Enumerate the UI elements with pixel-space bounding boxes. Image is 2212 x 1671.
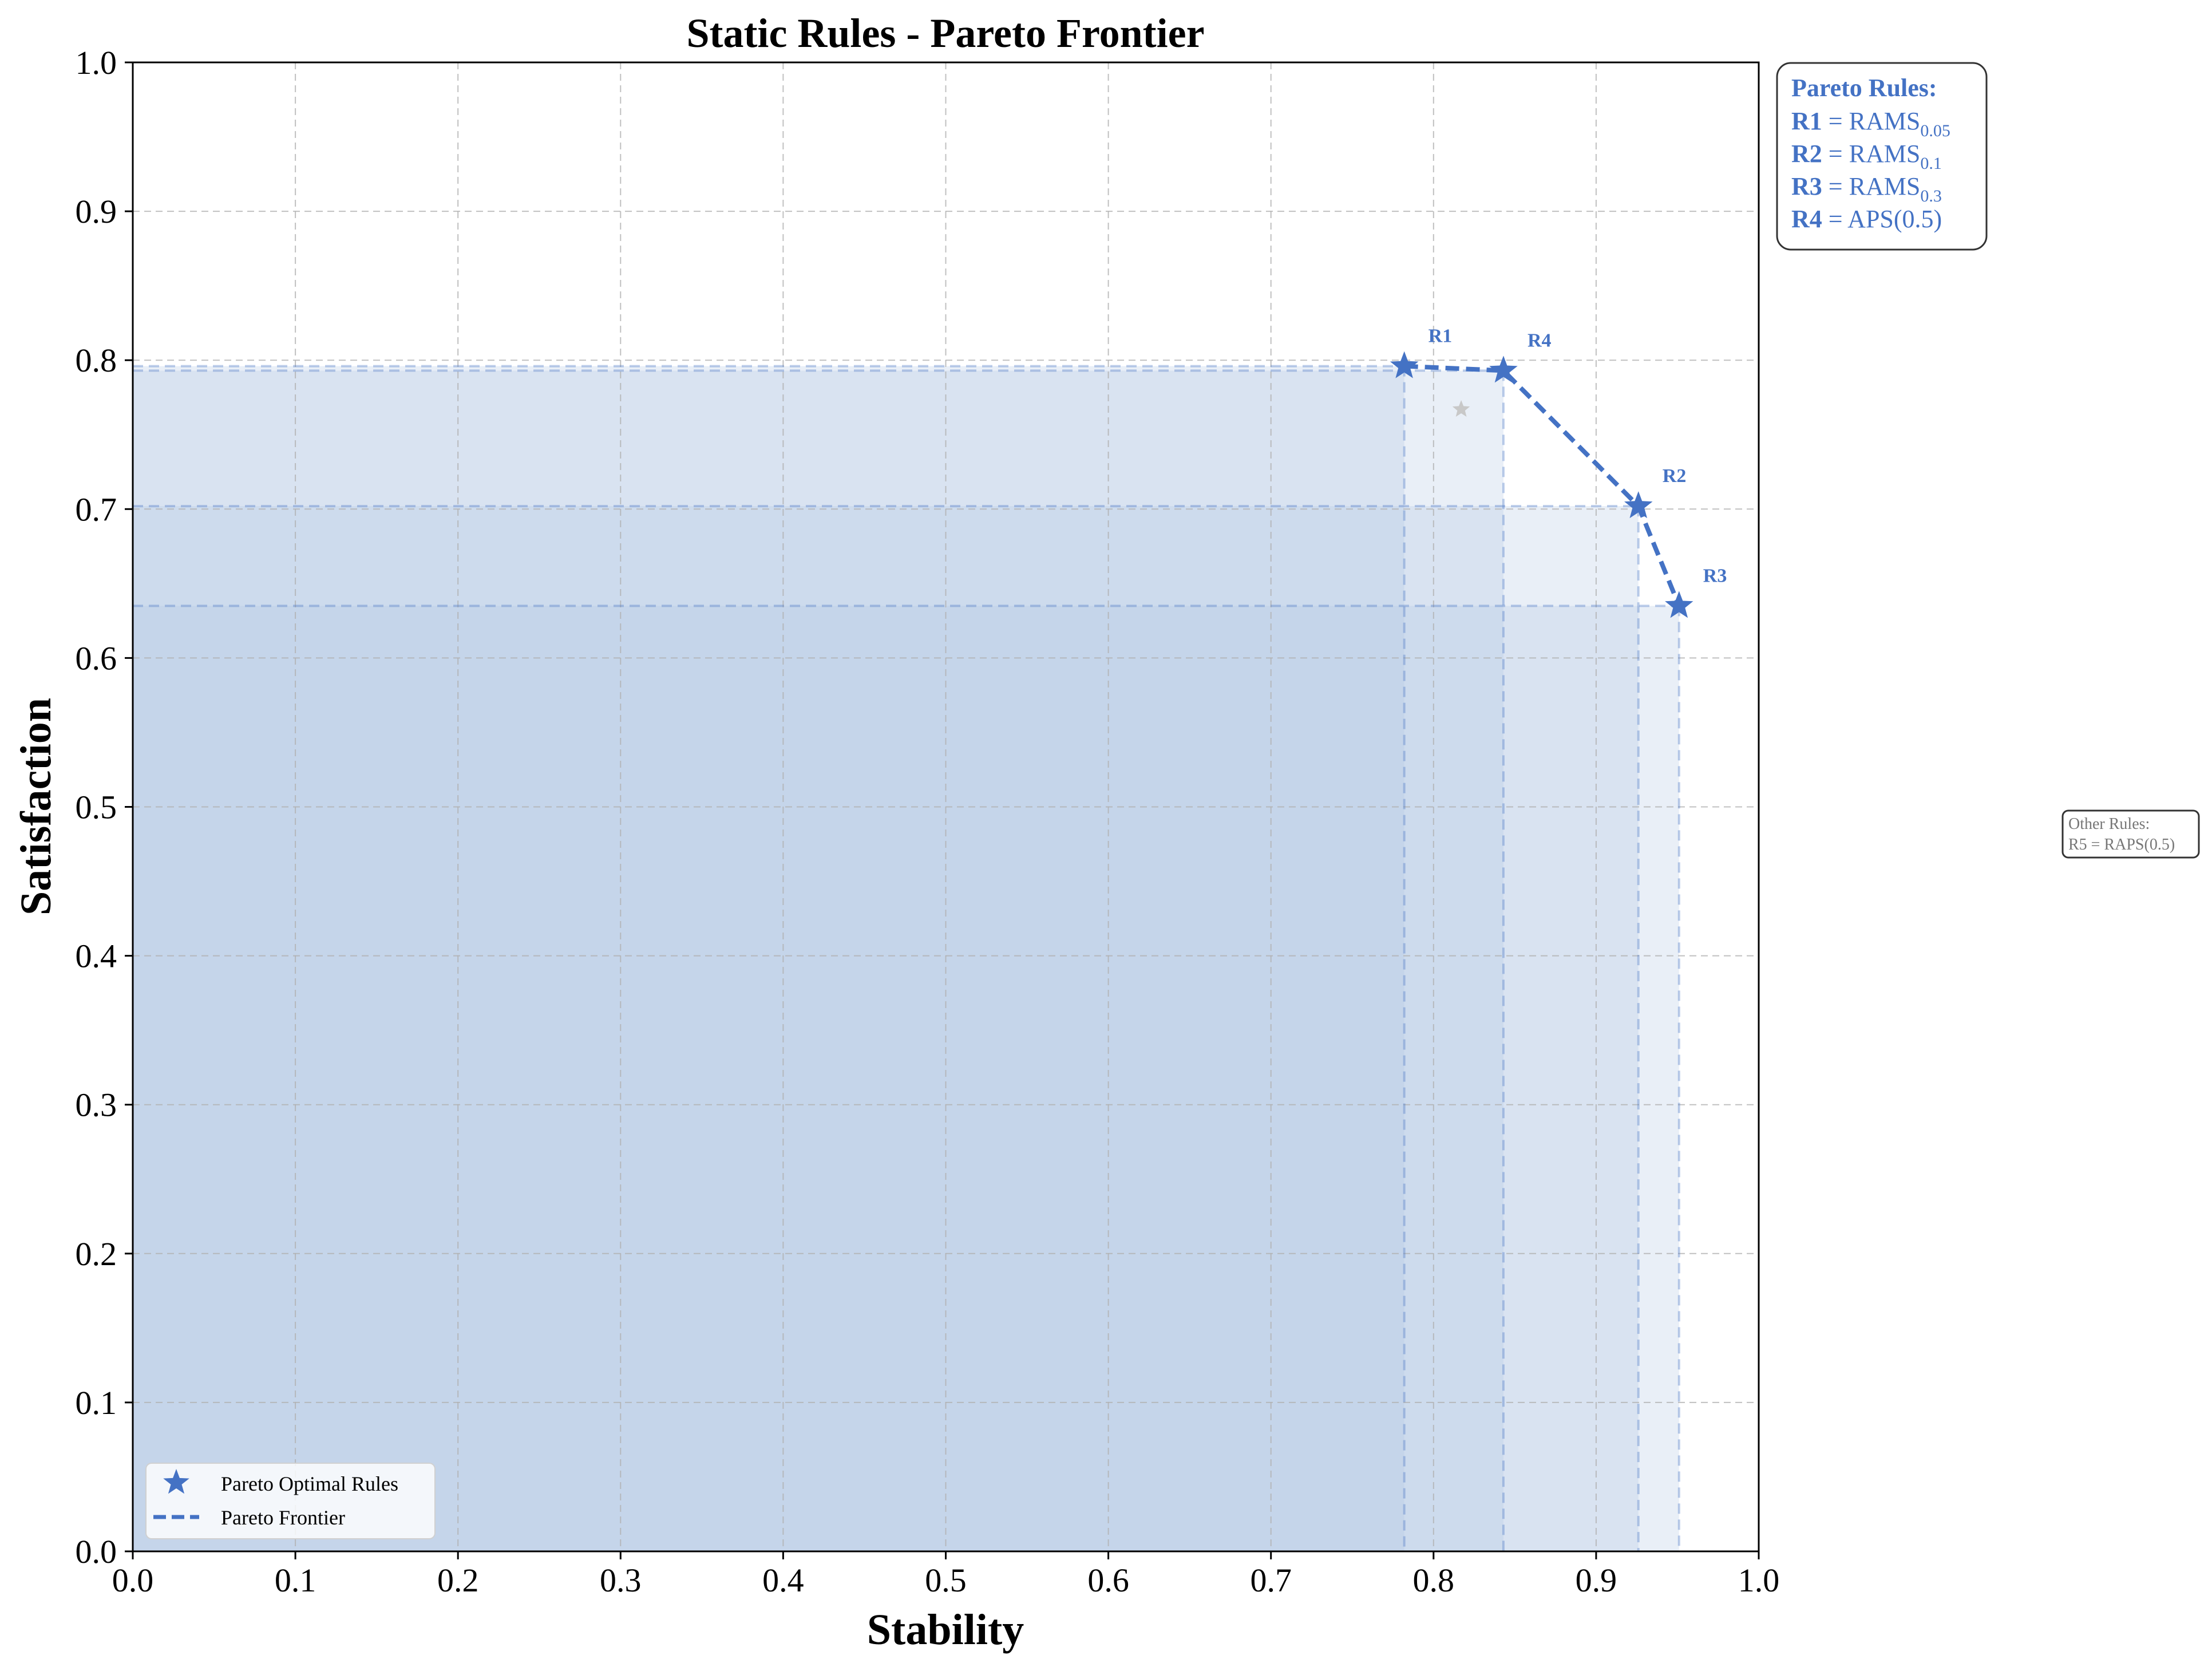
legend-entry-pareto-frontier: Pareto Frontier [221,1506,345,1529]
y-tick-label: 0.3 [76,1087,117,1124]
dominance-region-r2 [133,506,1639,1551]
y-tick-label: 0.2 [76,1235,117,1273]
rule-id: R2 [1791,140,1822,168]
x-tick-label: 1.0 [1738,1562,1780,1599]
pareto-rule-r3: R3 = RAMS0.3 [1791,172,1942,206]
pareto-frontier-line [1404,364,1681,607]
pareto-point-r2 [1624,491,1653,519]
y-tick-label: 0.8 [76,342,117,379]
rule-id: R3 [1791,172,1822,200]
y-tick-label: 0.5 [76,789,117,826]
pareto-rule-r1: R1 = RAMS0.05 [1791,107,1950,140]
other-rules-frame [2061,809,2200,859]
y-tick-label: 0.4 [76,938,117,975]
y-tick-label: 0.0 [76,1533,117,1570]
pareto-rules-frame [1776,62,1988,251]
x-tick-label: 0.8 [1413,1562,1455,1599]
x-tick-label: 0.2 [437,1562,479,1599]
x-tick-label: 0.7 [1250,1562,1292,1599]
pareto-point-r4 [1489,355,1518,383]
pareto-point-r1 [1390,351,1419,378]
dominance-region-r1 [133,366,1404,1551]
chart-title: Static Rules - Pareto Frontier [686,10,1204,56]
dominated-point-r5 [1452,400,1470,417]
pareto-rules-header: Pareto Rules: [1791,74,1937,102]
dominance-region-r3 [133,606,1679,1551]
rule-id: R1 [1791,107,1822,135]
point-label-r1: R1 [1428,326,1453,347]
rule-subscript: 0.05 [1920,121,1950,140]
rule-eq: = RAMS [1822,172,1921,200]
frontier-polyline [1404,364,1681,607]
pareto-rule-r2: R2 = RAMS0.1 [1791,140,1942,173]
other-rules-line: R5 = RAPS(0.5) [2068,836,2175,854]
dominance-region-r4 [133,370,1503,1551]
y-axis-label: Satisfaction [12,698,60,915]
grid-lines [133,62,1759,1551]
x-tick-label: 0.1 [275,1562,316,1599]
pareto-rule-r4: R4 = APS(0.5) [1791,205,1942,233]
y-tick-label: 0.1 [76,1384,117,1421]
x-tick-label: 0.6 [1087,1562,1129,1599]
point-labels: R1 R4 R2 R3 [1428,326,1727,587]
legend-star-shape [163,1469,189,1494]
rule-eq: = RAMS [1822,140,1921,168]
other-rules-box: Other Rules: R5 = RAPS(0.5) [2061,809,2200,859]
legend: Pareto Optimal Rules Pareto Frontier [145,1463,436,1539]
rule-subscript: 0.3 [1920,187,1942,206]
legend-frame [145,1463,436,1539]
y-tick-label: 0.9 [76,193,117,230]
pareto-point-r3 [1665,591,1693,618]
y-tick-label: 1.0 [76,44,117,81]
rule-subscript: 0.1 [1920,154,1942,173]
rule-id: R4 [1791,205,1822,233]
y-axis-ticks: 0.0 0.1 0.2 0.3 0.4 0.5 0.6 0.7 0.8 0.9 1.0 [76,44,133,1570]
point-label-r3: R3 [1703,565,1727,586]
guide-lines [133,365,1680,1551]
point-label-r4: R4 [1528,330,1552,351]
dominance-fills [133,366,1679,1551]
y-tick-label: 0.6 [76,639,117,677]
legend-star-icon [163,1469,189,1494]
x-tick-label: 0.0 [112,1562,154,1599]
other-rules-header: Other Rules: [2068,815,2150,833]
x-tick-label: 0.4 [762,1562,804,1599]
rule-eq: = RAMS [1822,107,1921,135]
x-tick-label: 0.5 [925,1562,967,1599]
y-tick-label: 0.7 [76,491,117,528]
legend-entry-pareto-optimal: Pareto Optimal Rules [221,1472,398,1495]
rule-eq: = APS(0.5) [1822,205,1942,233]
x-tick-label: 0.3 [600,1562,642,1599]
point-label-r2: R2 [1663,465,1687,487]
data-points [1390,351,1693,618]
x-axis-label: Stability [867,1606,1024,1654]
x-tick-label: 0.9 [1576,1562,1617,1599]
x-axis-ticks: 0.0 0.1 0.2 0.3 0.4 0.5 0.6 0.7 0.8 0.9 1.0 [112,1551,1780,1599]
